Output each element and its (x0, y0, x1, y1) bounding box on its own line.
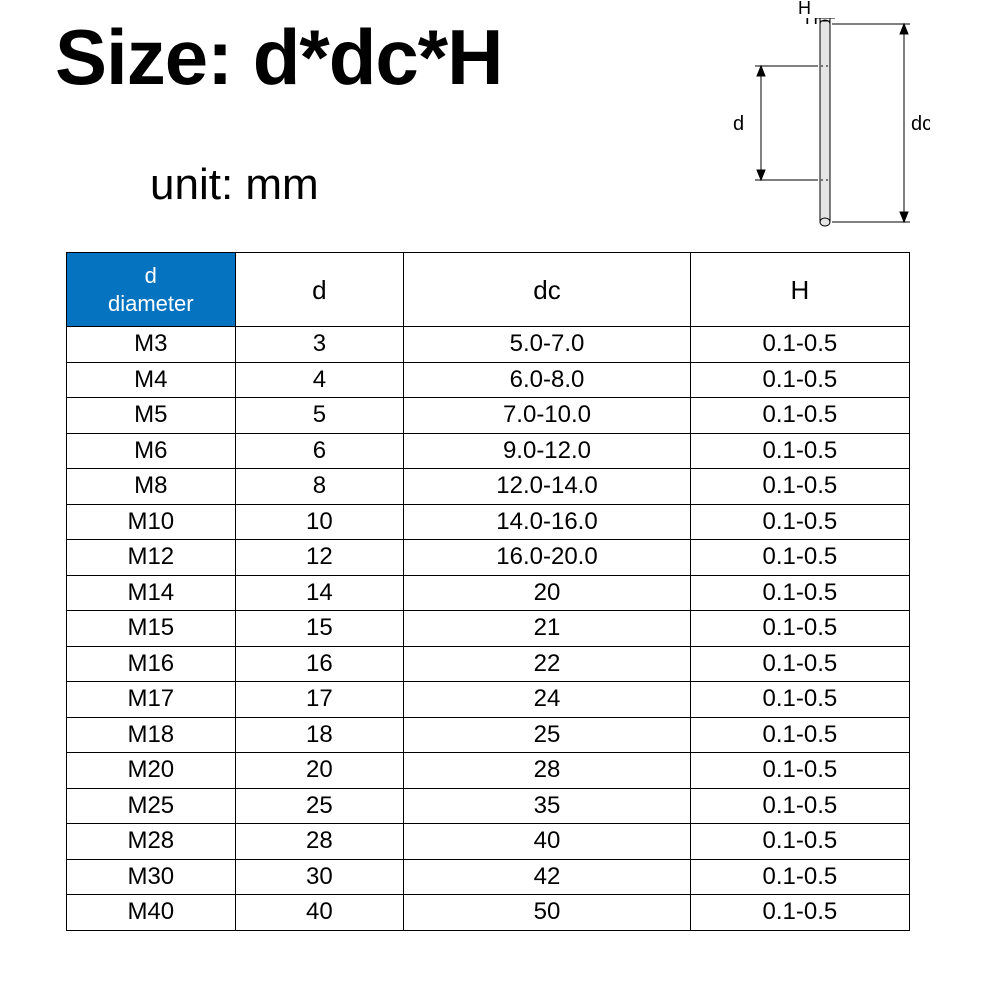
table-cell: 40 (235, 895, 404, 931)
table-cell: 25 (404, 717, 691, 753)
page-title: Size: d*dc*H (55, 12, 502, 103)
table-row: M8812.0-14.00.1-0.5 (67, 469, 910, 505)
table-cell: 0.1-0.5 (690, 646, 909, 682)
table-cell: 6 (235, 433, 404, 469)
table-cell: 6.0-8.0 (404, 362, 691, 398)
table-cell: 14 (235, 575, 404, 611)
table-row: M2020280.1-0.5 (67, 753, 910, 789)
table-cell: M3 (67, 327, 236, 363)
diagram-h-label: H (805, 18, 818, 28)
table-row: M2828400.1-0.5 (67, 824, 910, 860)
table-cell: 20 (235, 753, 404, 789)
table-cell: 7.0-10.0 (404, 398, 691, 434)
table-cell: 0.1-0.5 (690, 753, 909, 789)
diagram-d-label: d (733, 113, 744, 135)
table-row: M669.0-12.00.1-0.5 (67, 433, 910, 469)
table-cell: 21 (404, 611, 691, 647)
table-row: M101014.0-16.00.1-0.5 (67, 504, 910, 540)
table-cell: 0.1-0.5 (690, 398, 909, 434)
table-cell: M28 (67, 824, 236, 860)
table-row: M1414200.1-0.5 (67, 575, 910, 611)
table-cell: 5 (235, 398, 404, 434)
table-cell: 4 (235, 362, 404, 398)
table-row: M2525350.1-0.5 (67, 788, 910, 824)
table-cell: 0.1-0.5 (690, 327, 909, 363)
table-cell: 0.1-0.5 (690, 824, 909, 860)
table-row: M557.0-10.00.1-0.5 (67, 398, 910, 434)
table-cell: 20 (404, 575, 691, 611)
table-cell: M18 (67, 717, 236, 753)
table-row: M1616220.1-0.5 (67, 646, 910, 682)
table-cell: M20 (67, 753, 236, 789)
table-cell: 0.1-0.5 (690, 895, 909, 931)
table-cell: 0.1-0.5 (690, 504, 909, 540)
table-row: M1717240.1-0.5 (67, 682, 910, 718)
table-cell: 42 (404, 859, 691, 895)
table-cell: M40 (67, 895, 236, 931)
diagram-h-text: H (798, 0, 811, 19)
table-cell: 16 (235, 646, 404, 682)
col-header-diameter: d diameter (67, 253, 236, 327)
table-cell: 3 (235, 327, 404, 363)
table-cell: M12 (67, 540, 236, 576)
table-cell: 28 (235, 824, 404, 860)
col-header-h: H (690, 253, 909, 327)
table-cell: 50 (404, 895, 691, 931)
table-cell: 5.0-7.0 (404, 327, 691, 363)
table-row: M121216.0-20.00.1-0.5 (67, 540, 910, 576)
table-cell: 0.1-0.5 (690, 788, 909, 824)
size-table: d diameter d dc H M335.0-7.00.1-0.5M446.… (66, 252, 910, 931)
table-cell: M17 (67, 682, 236, 718)
unit-label: unit: mm (150, 160, 319, 210)
table-cell: 10 (235, 504, 404, 540)
table-cell: M15 (67, 611, 236, 647)
table-cell: 8 (235, 469, 404, 505)
table-cell: M14 (67, 575, 236, 611)
table-cell: 0.1-0.5 (690, 611, 909, 647)
table-cell: 0.1-0.5 (690, 540, 909, 576)
table-cell: 18 (235, 717, 404, 753)
table-row: M1818250.1-0.5 (67, 717, 910, 753)
table-cell: M16 (67, 646, 236, 682)
table-cell: M5 (67, 398, 236, 434)
table-cell: 0.1-0.5 (690, 682, 909, 718)
table-cell: 22 (404, 646, 691, 682)
table-cell: 9.0-12.0 (404, 433, 691, 469)
table-cell: 40 (404, 824, 691, 860)
table-cell: M25 (67, 788, 236, 824)
table-row: M1515210.1-0.5 (67, 611, 910, 647)
table-cell: 25 (235, 788, 404, 824)
table-cell: 0.1-0.5 (690, 859, 909, 895)
table-cell: M6 (67, 433, 236, 469)
diagram-dc-label: dc (911, 113, 930, 135)
table-cell: 0.1-0.5 (690, 433, 909, 469)
table-cell: M4 (67, 362, 236, 398)
table-row: M446.0-8.00.1-0.5 (67, 362, 910, 398)
col-header-d: d (235, 253, 404, 327)
table-cell: M30 (67, 859, 236, 895)
table-cell: 15 (235, 611, 404, 647)
table-header-row: d diameter d dc H (67, 253, 910, 327)
table-cell: M10 (67, 504, 236, 540)
table-row: M335.0-7.00.1-0.5 (67, 327, 910, 363)
table-cell: 35 (404, 788, 691, 824)
table-cell: 0.1-0.5 (690, 575, 909, 611)
table-cell: 14.0-16.0 (404, 504, 691, 540)
table-cell: M8 (67, 469, 236, 505)
table-cell: 0.1-0.5 (690, 469, 909, 505)
table-cell: 0.1-0.5 (690, 717, 909, 753)
table-cell: 0.1-0.5 (690, 362, 909, 398)
table-row: M3030420.1-0.5 (67, 859, 910, 895)
table-cell: 28 (404, 753, 691, 789)
table-row: M4040500.1-0.5 (67, 895, 910, 931)
col-header-dc: dc (404, 253, 691, 327)
table-cell: 12 (235, 540, 404, 576)
table-cell: 17 (235, 682, 404, 718)
table-cell: 16.0-20.0 (404, 540, 691, 576)
table-cell: 12.0-14.0 (404, 469, 691, 505)
table-cell: 30 (235, 859, 404, 895)
table-cell: 24 (404, 682, 691, 718)
washer-diagram: H d dc H (715, 18, 930, 233)
